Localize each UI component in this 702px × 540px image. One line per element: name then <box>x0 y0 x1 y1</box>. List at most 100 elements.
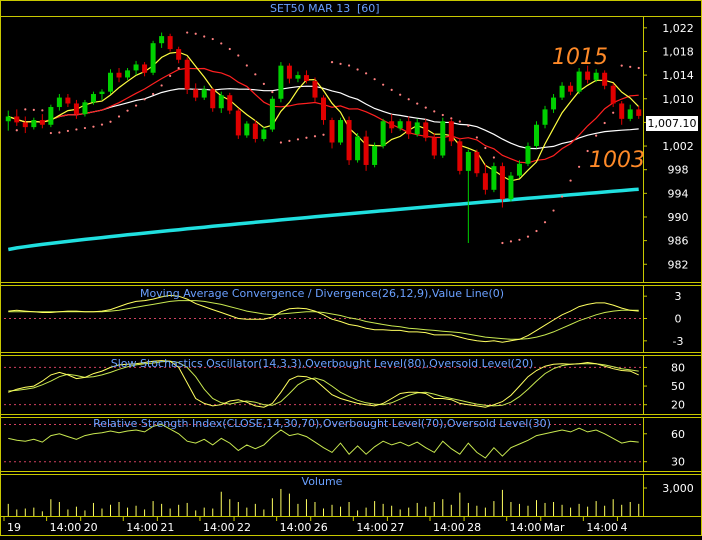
price-ytick-label: 982 <box>668 258 689 271</box>
price-ytick-label: 986 <box>668 235 689 248</box>
x-tick-label: 14:00 <box>50 521 82 534</box>
sar-dot <box>66 129 69 133</box>
candle-body <box>448 121 454 142</box>
x-tick-label: 14:00 <box>586 521 618 534</box>
macd-panel: 3 0 -3 <box>4 290 683 348</box>
sar-dot <box>356 68 359 71</box>
candle-body <box>525 146 531 164</box>
candle-body <box>252 123 258 139</box>
candle-body <box>372 146 378 165</box>
price-ytick-label: 998 <box>668 164 689 177</box>
sar-dot <box>296 138 300 141</box>
candle-body <box>235 110 241 136</box>
sar-dot <box>24 108 27 111</box>
candle-body <box>176 49 182 60</box>
sar-dot <box>603 121 606 125</box>
rsi-ytick-label: 30 <box>671 456 685 469</box>
sar-dot <box>152 92 155 96</box>
sar-dot <box>407 98 410 101</box>
sar-dot <box>92 125 95 128</box>
ma-white-line <box>8 85 639 150</box>
sar-dot <box>586 149 589 153</box>
sar-dot <box>220 42 223 45</box>
candle-body <box>499 166 505 200</box>
sar-dot <box>262 82 265 85</box>
sar-dot <box>15 129 18 132</box>
sar-dot <box>560 195 564 198</box>
price-ytick-label: 1,014 <box>662 69 694 82</box>
candle-body <box>22 122 28 128</box>
candle-body <box>346 120 352 161</box>
candle-body <box>31 120 37 128</box>
sar-dot <box>552 209 555 212</box>
rsi-title: Relative Strength Index(CLOSE,14,30,70),… <box>93 417 551 430</box>
sar-dot <box>535 229 538 233</box>
sar-dot <box>595 134 598 137</box>
candle-body <box>99 91 105 95</box>
x-tick-label: 22 <box>237 521 251 534</box>
sar-dot <box>518 238 521 241</box>
candle-body <box>508 175 514 200</box>
candle-body <box>82 102 88 115</box>
x-tick-label: 14:00 <box>126 521 158 534</box>
sar-dot <box>578 165 581 168</box>
macd-signal-line <box>8 300 639 340</box>
x-tick-label: 19 <box>7 521 21 534</box>
stochastic-k-line <box>8 360 639 408</box>
x-axis: 19 14:00 20 14:00 21 14:00 22 14:00 26 14:00 27 14:… <box>3 516 627 534</box>
candle-body <box>534 124 539 147</box>
candle-body <box>568 85 574 92</box>
sar-dot <box>237 54 240 57</box>
candle-body <box>321 97 326 121</box>
chart-symbol-title: SET50 MAR 13 <box>270 2 350 15</box>
sar-dot <box>458 120 461 123</box>
candle-body <box>108 72 113 92</box>
candle-body <box>133 64 139 71</box>
candle-body <box>329 120 335 143</box>
sar-dot <box>399 93 402 96</box>
price-ytick-label: 1,022 <box>662 22 694 35</box>
x-tick-label: 26 <box>314 521 328 534</box>
last-price-label: 1,007.10 <box>648 117 697 130</box>
x-tick-label: 20 <box>84 521 98 534</box>
rsi-line <box>8 423 639 459</box>
candle-body <box>482 173 488 190</box>
candle-body <box>159 36 165 44</box>
sar-dot <box>41 109 44 112</box>
candle-body <box>167 36 173 50</box>
sar-dot <box>484 146 487 150</box>
candle-body <box>610 85 616 104</box>
candle-body <box>65 97 71 104</box>
candle-body <box>90 94 96 103</box>
sar-dot <box>339 62 342 65</box>
candle-body <box>559 85 565 98</box>
chart-interval-label: [60] <box>357 2 380 15</box>
price-ytick-label: 990 <box>668 211 689 224</box>
stochastic-ytick-label: 20 <box>671 399 685 412</box>
sar-dot <box>245 64 248 67</box>
candle-body <box>636 109 642 116</box>
sar-dot <box>416 102 419 105</box>
sar-dot <box>100 123 104 126</box>
sar-dot <box>509 240 513 243</box>
sar-dot <box>492 156 495 159</box>
x-tick-label: 28 <box>467 521 481 534</box>
sar-dot <box>313 135 317 138</box>
candle-body <box>491 166 497 190</box>
stochastic-d-line <box>8 360 639 407</box>
sar-dot <box>288 139 291 142</box>
ma-yellow-line <box>8 51 640 182</box>
price-ytick-label: 1,002 <box>662 140 694 153</box>
stochastic-ytick-label: 50 <box>671 380 685 393</box>
candle-body <box>440 121 446 156</box>
x-tick-label: 14:00 <box>433 521 465 534</box>
sar-dot <box>160 84 163 87</box>
candle-body <box>244 123 250 136</box>
price-ytick-label: 1,010 <box>662 93 694 106</box>
rsi-ytick-label: 60 <box>671 428 685 441</box>
candle-body <box>423 122 429 138</box>
candle-body <box>406 121 412 135</box>
candle-body <box>627 109 633 119</box>
candle-body <box>474 151 480 174</box>
